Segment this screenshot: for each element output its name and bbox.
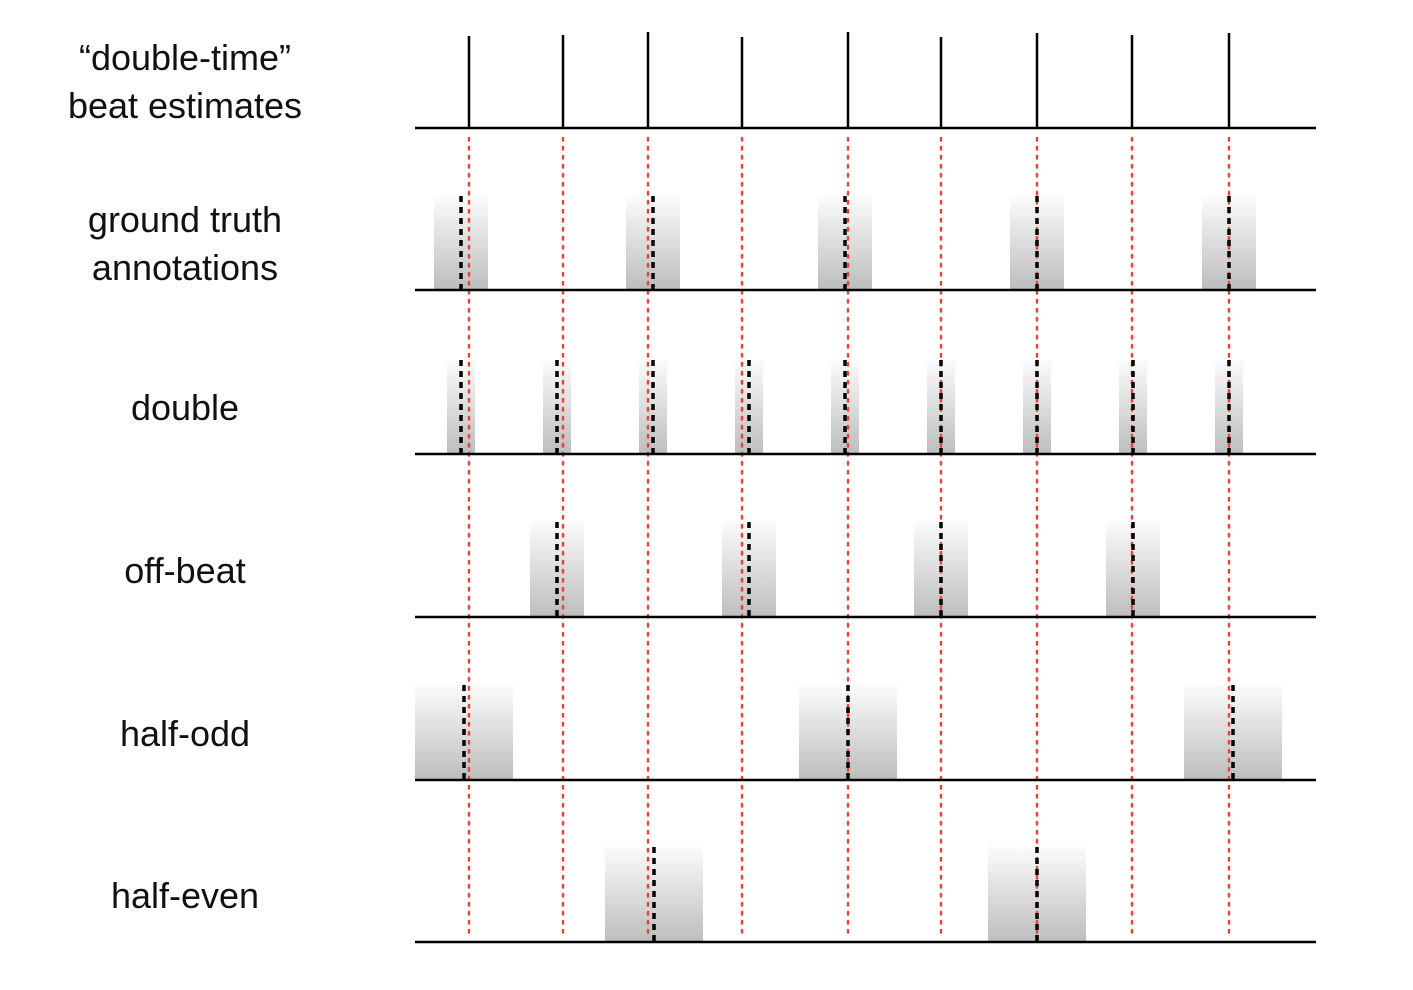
row-label-off-beat: off-beat	[124, 550, 246, 591]
row-label-double: double	[130, 387, 240, 428]
row-label-ground-truth: ground truth annotations	[87, 199, 283, 288]
row-label-half-odd: half-odd	[119, 713, 251, 754]
row-label-half-even: half-even	[110, 875, 260, 916]
row-label-double-time-estimates: “double-time” beat estimates	[67, 37, 303, 126]
